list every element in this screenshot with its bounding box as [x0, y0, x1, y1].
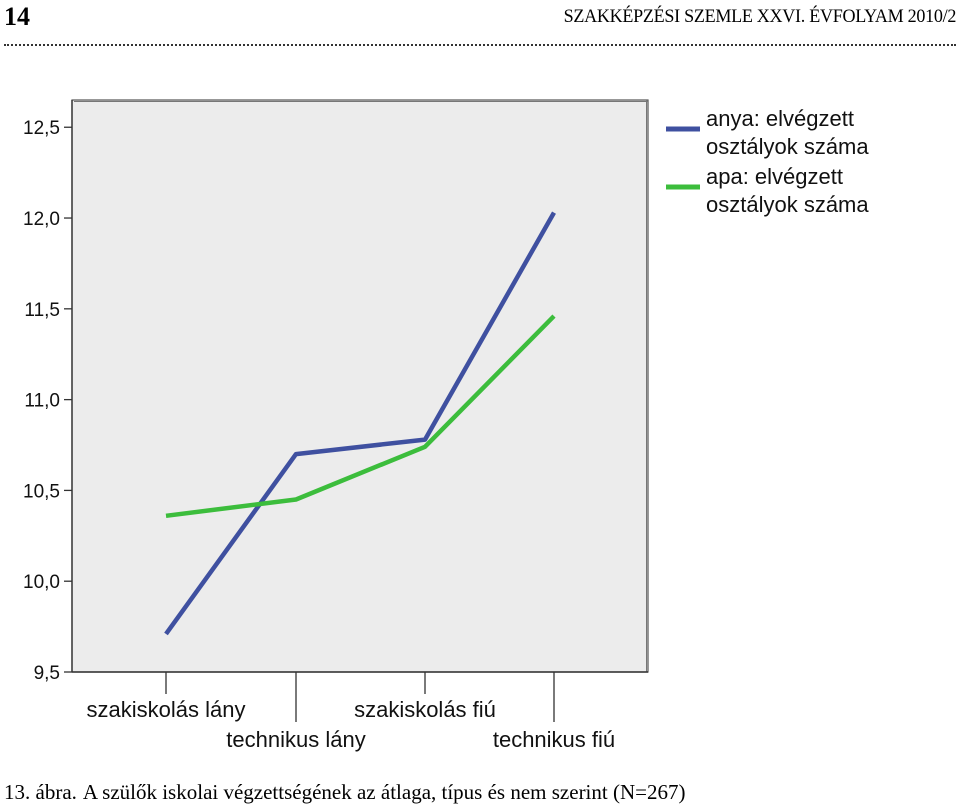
- y-tick-label: 12,0: [23, 209, 60, 230]
- x-tick-label: technikus fiú: [493, 727, 615, 752]
- x-tick-label: technikus lány: [226, 727, 365, 752]
- y-tick-label: 11,5: [24, 300, 60, 321]
- series-line-1: [164, 211, 556, 636]
- legend-label-1: anya: elvégzett: [706, 106, 854, 131]
- page-number: 14: [4, 2, 30, 31]
- y-tick-label: 12,5: [23, 118, 60, 139]
- x-tick-label: szakiskolás fiú: [354, 697, 496, 722]
- legend-label-2: apa: elvégzett: [706, 164, 843, 189]
- y-tick-label: 11,0: [24, 391, 60, 412]
- caption-label: 13. ábra.: [4, 780, 77, 804]
- legend-label-1: osztályok száma: [706, 134, 869, 159]
- legend: anya: elvégzett osztályok száma apa: elvég…: [666, 106, 869, 217]
- line-chart: 12,5 12,0 11,5 11,0 10,5 10,0 9,5 szakiskolás l…: [23, 99, 869, 752]
- header-dotted-rule: [4, 44, 956, 46]
- series-line-2: [165, 314, 556, 519]
- series-group: [164, 211, 556, 636]
- legend-label-2: osztályok száma: [706, 192, 869, 217]
- x-tick-label: szakiskolás lány: [87, 697, 246, 722]
- y-tick-label: 9,5: [34, 663, 60, 684]
- page-header: 14 SZAKKÉPZÉSI SZEMLE XXVI. ÉVFOLYAM 201…: [0, 0, 960, 50]
- plot-background: [71, 99, 649, 673]
- y-tick-label: 10,5: [23, 481, 60, 502]
- figure-caption: 13. ábra. A szülők iskolai végzettségének…: [4, 780, 685, 805]
- caption-text: A szülők iskolai végzettségének az átlag…: [82, 780, 686, 804]
- journal-title: SZAKKÉPZÉSI SZEMLE XXVI. ÉVFOLYAM 2010/2: [563, 6, 957, 27]
- axes-group: 12,5 12,0 11,5 11,0 10,5 10,0 9,5 szakiskolás l…: [23, 100, 648, 752]
- y-tick-label: 10,0: [23, 572, 60, 593]
- plot-area-group: [71, 99, 649, 673]
